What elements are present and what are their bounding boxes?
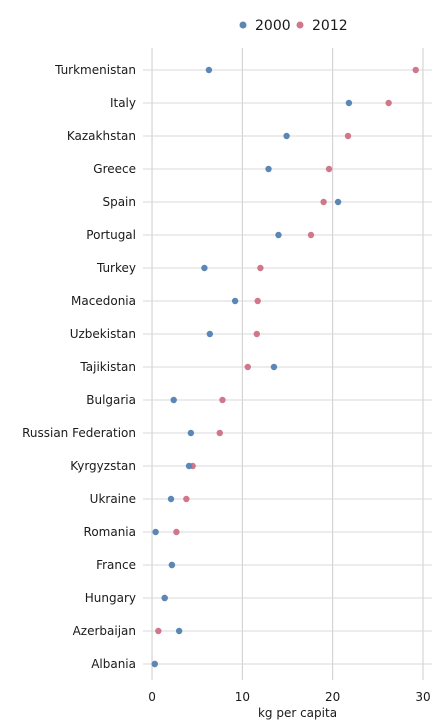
point-2012-macedonia — [254, 298, 260, 304]
x-tick-label: 20 — [325, 690, 340, 704]
x-axis-title: kg per capita — [258, 706, 337, 720]
category-label: Kazakhstan — [67, 129, 136, 143]
point-2000-macedonia — [232, 298, 238, 304]
point-2012-tajikistan — [245, 364, 251, 370]
category-label: Italy — [110, 96, 136, 110]
point-2000-ukraine — [168, 496, 174, 502]
point-2000-romania — [152, 529, 158, 535]
grid-lines — [143, 48, 432, 680]
category-label: Tajikistan — [79, 360, 136, 374]
legend-swatch-2012 — [297, 22, 304, 29]
category-label: France — [96, 558, 136, 572]
legend-label-2000: 2000 — [255, 18, 291, 34]
category-label: Greece — [93, 162, 136, 176]
category-label: Ukraine — [90, 492, 136, 506]
point-2000-azerbaijan — [176, 628, 182, 634]
point-2000-france — [169, 562, 175, 568]
category-label: Azerbaijan — [73, 624, 136, 638]
point-2000-greece — [265, 166, 271, 172]
category-label: Hungary — [85, 591, 136, 605]
point-2000-kazakhstan — [283, 133, 289, 139]
category-label: Bulgaria — [86, 393, 136, 407]
category-label: Turkey — [96, 261, 136, 275]
point-2012-greece — [326, 166, 332, 172]
legend-swatch-2000 — [240, 22, 247, 29]
x-tick-label: 0 — [148, 690, 156, 704]
x-axis-ticks: 0 10 20 30 — [148, 690, 430, 704]
x-tick-label: 30 — [415, 690, 430, 704]
point-2012-turkmenistan — [413, 67, 419, 73]
point-2000-albania — [152, 661, 158, 667]
point-2012-azerbaijan — [155, 628, 161, 634]
point-2000-uzbekistan — [207, 331, 213, 337]
legend-label-2012: 2012 — [312, 18, 348, 34]
point-2012-turkey — [257, 265, 263, 271]
category-label: Romania — [84, 525, 136, 539]
point-2000-italy — [346, 100, 352, 106]
category-label: Portugal — [86, 228, 136, 242]
point-2012-italy — [385, 100, 391, 106]
point-2012-spain — [320, 199, 326, 205]
point-2000-hungary — [161, 595, 167, 601]
category-labels: Turkmenistan Italy Kazakhstan Greece Spain Po… — [22, 63, 136, 671]
point-2012-kazakhstan — [345, 133, 351, 139]
category-label: Russian Federation — [22, 426, 136, 440]
point-2012-romania — [173, 529, 179, 535]
point-2000-tajikistan — [271, 364, 277, 370]
point-2000-portugal — [275, 232, 281, 238]
point-2012-ukraine — [183, 496, 189, 502]
point-2000-spain — [335, 199, 341, 205]
point-2012-portugal — [308, 232, 314, 238]
point-2000-kyrgyzstan — [186, 463, 192, 469]
point-2012-uzbekistan — [254, 331, 260, 337]
category-label: Spain — [102, 195, 136, 209]
point-2000-turkmenistan — [206, 67, 212, 73]
point-2000-turkey — [201, 265, 207, 271]
category-label: Kyrgyzstan — [70, 459, 136, 473]
point-2012-bulgaria — [219, 397, 225, 403]
point-2000-russian-federation — [188, 430, 194, 436]
category-label: Albania — [91, 657, 136, 671]
x-tick-label: 10 — [235, 690, 250, 704]
legend: 2000 2012 — [240, 18, 348, 34]
point-2012-russian-federation — [217, 430, 223, 436]
category-label: Macedonia — [71, 294, 136, 308]
category-label: Turkmenistan — [54, 63, 136, 77]
category-label: Uzbekistan — [70, 327, 136, 341]
point-2000-bulgaria — [171, 397, 177, 403]
